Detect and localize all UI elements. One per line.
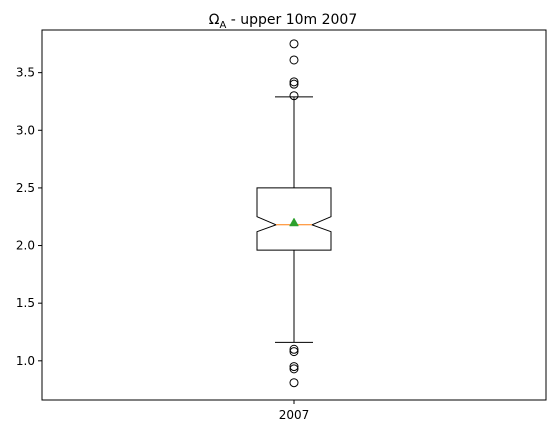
x-tick-label: 2007 [279,408,310,422]
y-axis: 1.0 1.5 2.0 2.5 3.0 3.5 [16,66,42,368]
outlier-point [289,347,299,357]
y-tick-label: 2.0 [16,239,35,253]
y-tick-label: 2.5 [16,181,35,195]
mean-marker [289,217,299,227]
y-tick-label: 1.0 [16,354,35,368]
chart-title-omega: Ω [209,12,220,28]
outlier-point [289,77,299,87]
chart-title-subscript: A [219,20,226,31]
y-tick-label: 3.5 [16,66,35,80]
outlier-point [289,39,299,49]
outlier-point [289,79,299,89]
y-tick-label: 3.0 [16,123,35,137]
chart-title-rest: - upper 10m 2007 [226,12,357,28]
x-axis: 2007 [279,400,310,422]
outlier-point [289,91,299,101]
outlier-point [289,344,299,354]
y-tick-label: 1.5 [16,296,35,310]
outlier-point [289,362,299,372]
chart-title: ΩA - upper 10m 2007 [209,12,358,31]
boxes-layer [256,39,332,388]
outlier-point [289,378,299,388]
outlier-point [289,364,299,374]
outlier-point [289,55,299,65]
